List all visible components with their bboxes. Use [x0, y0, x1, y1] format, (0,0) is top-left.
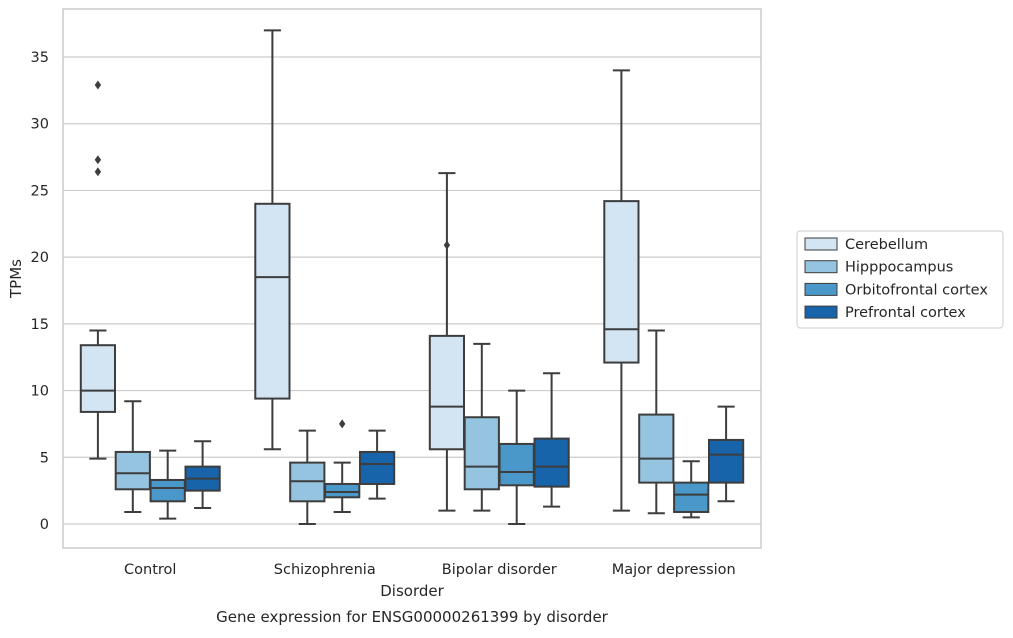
- x-tick-label: Control: [124, 562, 176, 578]
- boxes: [79, 29, 745, 525]
- box-cerebellum: [254, 29, 291, 451]
- box-iqr: [463, 416, 500, 491]
- box-iqr: [254, 202, 291, 400]
- box-hipppocampus: [638, 329, 675, 515]
- box-hipppocampus: [114, 400, 151, 513]
- legend-label: Orbitofrontal cortex: [845, 282, 988, 298]
- x-tick-label: Bipolar disorder: [442, 562, 557, 578]
- box-prefrontal-cortex: [707, 405, 745, 503]
- box-hipppocampus: [289, 429, 326, 525]
- y-tick-label: 10: [31, 384, 49, 400]
- legend-swatch: [804, 260, 838, 274]
- box-orbitofrontal-cortex: [673, 460, 710, 519]
- box-orbitofrontal-cortex: [324, 419, 361, 513]
- box-iqr: [149, 478, 186, 503]
- legend-label: Cerebellum: [845, 237, 928, 253]
- x-tick-label: Schizophrenia: [274, 562, 376, 578]
- legend-swatch: [804, 305, 838, 319]
- y-tick-label: 25: [31, 183, 49, 199]
- x-tick-label: Major depression: [612, 562, 736, 578]
- box-cerebellum: [79, 80, 117, 460]
- legend-label: Hipppocampus: [845, 260, 953, 276]
- box-iqr: [498, 442, 535, 487]
- box-iqr: [673, 481, 710, 513]
- y-tick-label: 15: [31, 317, 49, 333]
- legend-swatch: [804, 237, 838, 251]
- box-prefrontal-cortex: [358, 429, 396, 500]
- outlier-point: [94, 155, 102, 165]
- y-tick-labels: 0 5 10 15 20 25 30 35: [31, 50, 49, 533]
- legend-swatch: [804, 282, 838, 296]
- box-iqr: [533, 437, 570, 488]
- box-prefrontal-cortex: [184, 440, 221, 509]
- gridlines: [63, 56, 761, 525]
- outlier-point: [339, 419, 346, 429]
- box-iqr: [358, 450, 396, 485]
- y-tick-label: 35: [31, 50, 49, 66]
- plot-frame: [62, 8, 762, 549]
- box-iqr: [114, 450, 151, 491]
- box-iqr: [707, 438, 745, 484]
- legend: Cerebellum Hipppocampus Orbitofrontal cort…: [796, 230, 1004, 329]
- outlier-point: [443, 240, 451, 250]
- y-tick-label: 20: [31, 250, 49, 266]
- x-axis-label: Disorder: [380, 582, 444, 600]
- y-axis-label: TPMs: [7, 259, 25, 299]
- box-iqr: [638, 413, 675, 484]
- box-iqr: [428, 334, 466, 451]
- box-iqr: [324, 482, 361, 499]
- y-tick-label: 0: [40, 517, 49, 533]
- x-tick-labels: Control Schizophrenia Bipolar disorder Majo…: [124, 562, 736, 578]
- y-tick-label: 30: [31, 117, 49, 133]
- box-iqr: [603, 200, 640, 364]
- box-orbitofrontal-cortex: [498, 389, 535, 525]
- box-iqr: [79, 344, 117, 413]
- outlier-point: [94, 167, 102, 177]
- chart-caption: Gene expression for ENSG00000261399 by d…: [216, 608, 609, 626]
- box-cerebellum: [428, 172, 466, 512]
- y-tick-label: 5: [40, 450, 49, 466]
- box-orbitofrontal-cortex: [149, 449, 186, 520]
- legend-label: Prefrontal cortex: [845, 305, 966, 321]
- outlier-point: [94, 80, 102, 90]
- box-prefrontal-cortex: [533, 372, 570, 508]
- legend-frame: [796, 230, 1004, 329]
- box-cerebellum: [603, 69, 640, 512]
